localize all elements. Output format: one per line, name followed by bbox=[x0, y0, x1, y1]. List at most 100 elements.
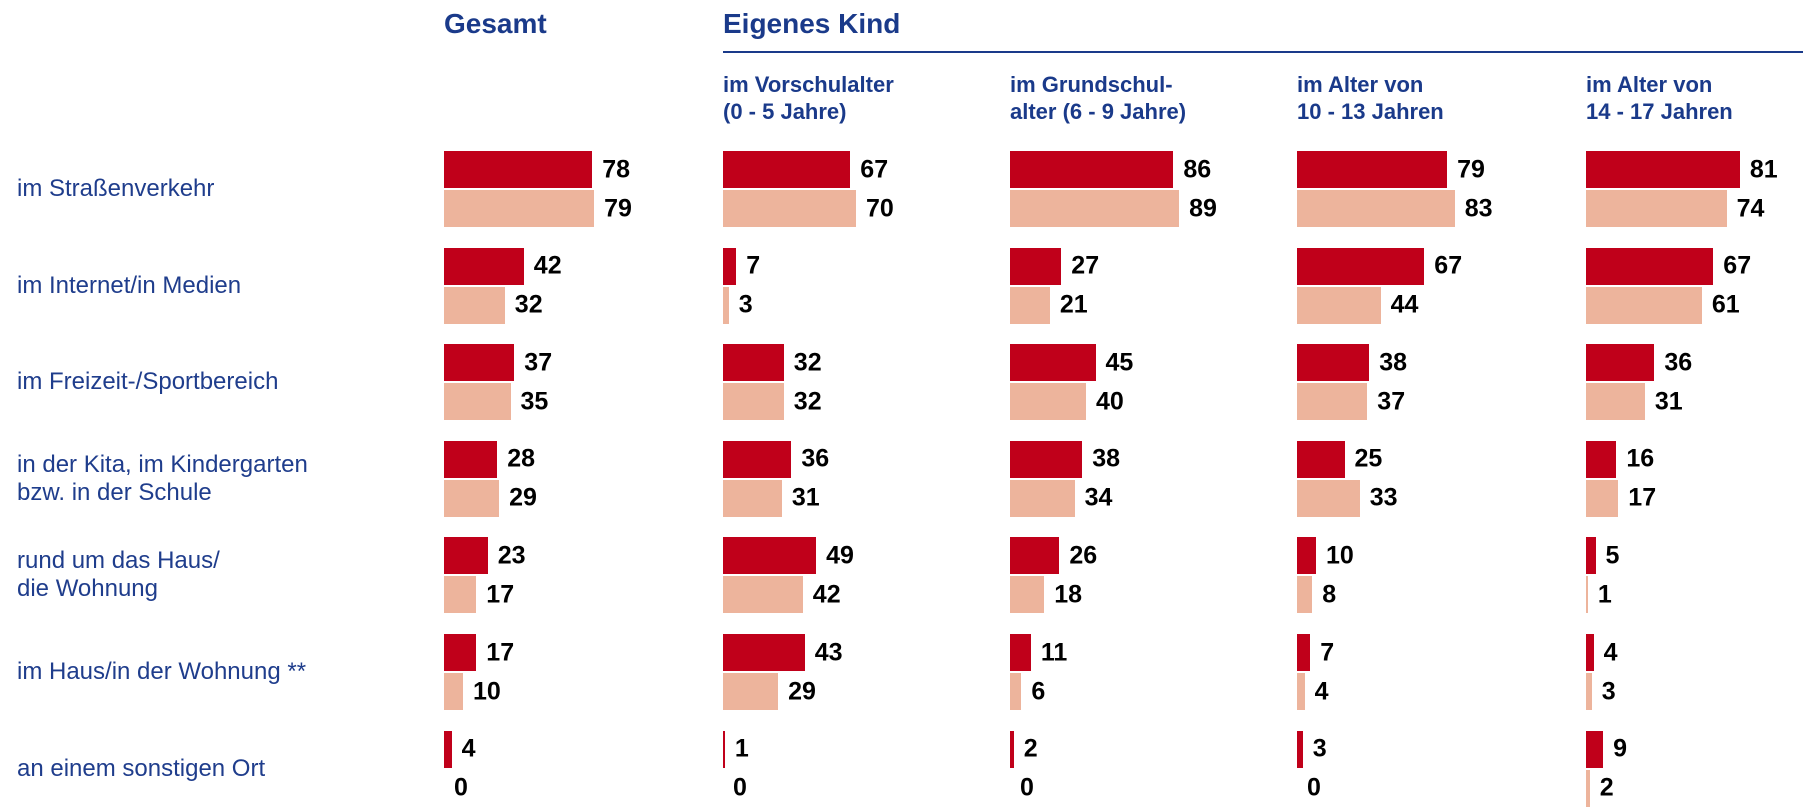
value-label: 33 bbox=[1369, 483, 1398, 512]
value-label: 10 bbox=[1326, 541, 1354, 570]
value-label: 36 bbox=[801, 444, 830, 473]
bar bbox=[1297, 190, 1455, 227]
value-label: 3 bbox=[1601, 677, 1616, 705]
value-label: 37 bbox=[524, 348, 553, 377]
value-label: 11 bbox=[1040, 638, 1068, 666]
bar bbox=[723, 190, 856, 227]
value-label: 36 bbox=[1664, 348, 1693, 377]
bar bbox=[1586, 190, 1727, 227]
bar bbox=[1586, 730, 1604, 768]
value-label: 38 bbox=[1092, 444, 1120, 473]
value-label: 4 bbox=[1603, 638, 1618, 666]
bar bbox=[444, 479, 500, 517]
category-label: im Freizeit-/Sportbereich bbox=[17, 368, 279, 396]
value-label: 45 bbox=[1105, 348, 1134, 377]
bar bbox=[444, 286, 505, 324]
bar bbox=[1010, 537, 1060, 575]
bar bbox=[723, 440, 792, 478]
bar bbox=[1586, 344, 1655, 382]
value-label: 32 bbox=[793, 348, 822, 377]
value-label: 31 bbox=[791, 483, 820, 512]
bar bbox=[444, 440, 498, 478]
bar bbox=[723, 479, 782, 517]
value-label: 79 bbox=[604, 194, 632, 222]
category-label: im Internet/in Medien bbox=[17, 271, 242, 299]
group-title: Eigenes Kind bbox=[723, 8, 901, 39]
value-label: 49 bbox=[826, 541, 854, 570]
value-label: 40 bbox=[1096, 387, 1124, 416]
bar bbox=[1297, 247, 1425, 285]
value-label: 86 bbox=[1183, 155, 1212, 183]
bar bbox=[1297, 730, 1303, 768]
bar bbox=[1586, 286, 1702, 324]
value-label: 17 bbox=[486, 638, 515, 666]
value-label: 67 bbox=[1434, 251, 1463, 280]
bar bbox=[1586, 440, 1617, 478]
bar bbox=[1010, 634, 1031, 671]
value-label: 67 bbox=[1723, 251, 1752, 280]
category-label: rund um das Haus/ die Wohnung bbox=[17, 547, 220, 603]
bar bbox=[723, 151, 851, 188]
bar bbox=[723, 383, 784, 421]
value-label: 9 bbox=[1613, 734, 1627, 763]
bar bbox=[1586, 247, 1714, 285]
bar bbox=[1010, 190, 1180, 227]
value-label: 31 bbox=[1654, 387, 1683, 416]
value-label: 42 bbox=[533, 251, 562, 280]
group-rule bbox=[723, 51, 1803, 53]
bar bbox=[723, 634, 805, 671]
value-label: 32 bbox=[514, 290, 543, 319]
value-label: 7 bbox=[746, 251, 761, 280]
value-label: 25 bbox=[1354, 444, 1383, 473]
bar bbox=[1010, 479, 1075, 517]
bar bbox=[1586, 673, 1592, 710]
value-label: 23 bbox=[497, 541, 526, 570]
value-label: 81 bbox=[1749, 155, 1778, 183]
bar bbox=[723, 537, 817, 575]
value-label: 28 bbox=[507, 444, 535, 473]
value-label: 2 bbox=[1599, 773, 1614, 802]
panel-title: im Alter von 10 - 13 Jahren bbox=[1297, 72, 1444, 124]
value-label: 78 bbox=[602, 155, 630, 183]
bar bbox=[444, 190, 595, 227]
bar bbox=[1297, 673, 1305, 710]
bar bbox=[1297, 479, 1360, 517]
bar bbox=[444, 634, 477, 671]
value-label: 32 bbox=[793, 387, 822, 416]
bar bbox=[1010, 576, 1045, 614]
value-label: 0 bbox=[454, 773, 468, 802]
value-label: 0 bbox=[733, 773, 747, 802]
value-label: 1 bbox=[1597, 580, 1612, 609]
bar bbox=[723, 286, 729, 324]
bar bbox=[1586, 383, 1645, 421]
bar bbox=[1586, 634, 1594, 671]
bar bbox=[1586, 537, 1596, 575]
bar bbox=[444, 730, 452, 768]
value-label: 1 bbox=[734, 734, 749, 763]
value-label: 38 bbox=[1379, 348, 1407, 377]
bar bbox=[723, 344, 784, 382]
value-label: 83 bbox=[1464, 194, 1493, 222]
panel-title: im Vorschulalter (0 - 5 Jahre) bbox=[723, 72, 894, 124]
bar bbox=[1586, 151, 1740, 188]
bar bbox=[1010, 673, 1022, 710]
bar bbox=[1297, 383, 1368, 421]
bar bbox=[1297, 576, 1313, 614]
value-label: 44 bbox=[1390, 290, 1419, 319]
value-label: 42 bbox=[812, 580, 841, 609]
value-label: 18 bbox=[1054, 580, 1082, 609]
bar bbox=[1010, 247, 1062, 285]
bar bbox=[444, 247, 524, 285]
category-label: im Haus/in der Wohnung ** bbox=[17, 658, 307, 685]
bar bbox=[1297, 440, 1345, 478]
bar bbox=[1586, 769, 1590, 807]
bar bbox=[723, 576, 803, 614]
bar bbox=[444, 383, 511, 421]
value-label: 10 bbox=[473, 677, 501, 705]
value-label: 29 bbox=[788, 677, 816, 705]
value-label: 8 bbox=[1322, 580, 1337, 609]
value-label: 3 bbox=[1312, 734, 1327, 763]
value-label: 89 bbox=[1189, 194, 1217, 222]
bar bbox=[1297, 537, 1316, 575]
panel-title: im Alter von 14 - 17 Jahren bbox=[1586, 72, 1733, 124]
